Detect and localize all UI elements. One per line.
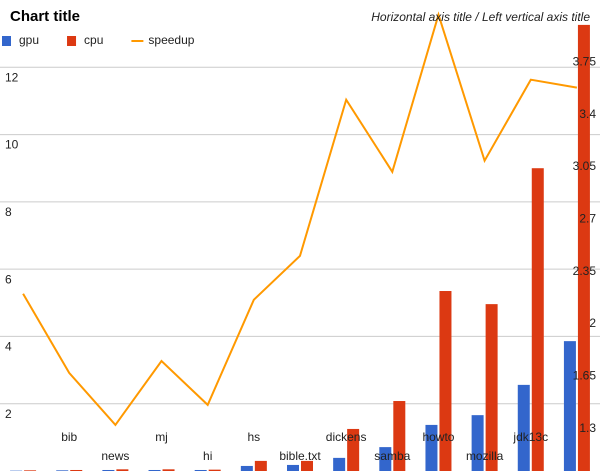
y2-tick-label: 3.05 [573,159,597,173]
y2-tick-label: 1.65 [573,369,597,383]
x-tick-label: jdk13c [512,430,548,444]
legend-label: gpu [19,33,39,47]
legend-label: speedup [148,33,194,47]
y-tick-label: 2 [5,407,12,421]
y2-tick-label: 3.75 [573,55,597,69]
y-tick-label: 10 [5,138,19,152]
x-tick-label: mozilla [466,449,504,463]
bar [162,469,175,471]
grid [0,66,600,405]
axis-title: Horizontal axis title / Left vertical ax… [371,10,590,24]
legend-swatch [2,36,11,46]
bar [287,464,299,471]
bar [301,460,313,471]
y2-tick-label: 2.7 [579,212,596,226]
chart-title: Chart title [10,8,80,25]
bar [439,291,452,471]
x-tick-label: dickens [326,430,367,444]
x-tick-label: news [101,449,129,463]
x-tick-label: hs [248,430,261,444]
bar [393,401,406,471]
bar [563,341,576,471]
y2-tick-label: 1.3 [579,421,596,435]
bar [485,304,498,471]
bar [531,168,544,471]
legend-swatch [131,40,144,42]
x-tick-label: hi [203,449,212,463]
legend-label: cpu [84,33,103,47]
bar [208,469,221,471]
bar [70,469,83,471]
x-tick-label: bible.txt [279,449,321,463]
bar [240,465,253,471]
bar [254,460,267,471]
legend-swatch [67,36,77,46]
bar [425,424,438,471]
bar [102,469,115,471]
y-tick-label: 4 [5,340,12,354]
bar [116,469,129,471]
bar [194,469,207,471]
marks [10,11,590,471]
bar [379,447,392,471]
x-tick-label: samba [374,449,410,463]
y-tick-label: 12 [5,70,19,84]
bar [347,428,360,471]
y2-tick-label: 2 [589,316,596,330]
bar [471,415,484,471]
x-tick-label: bib [61,430,77,444]
bar [517,384,530,471]
bar [148,469,161,471]
y2-tick-label: 3.4 [579,107,596,121]
x-tick-label: mj [155,430,168,444]
line [22,11,578,427]
bar [333,457,346,471]
y-tick-label: 8 [5,205,12,219]
bar [577,24,590,471]
labels: 2 4 6 8 10 12 1.3 1.65 2 2.35 2.7 3.05 3.4 3.75 bib new… [2,33,596,463]
y2-tick-label: 2.35 [573,264,597,278]
y-tick-label: 6 [5,272,12,286]
x-tick-label: howto [422,430,454,444]
